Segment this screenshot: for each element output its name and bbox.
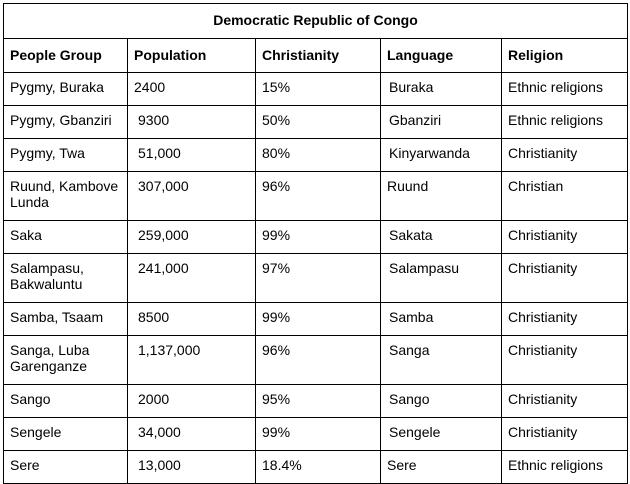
- cell-people-group: Saka: [3, 220, 128, 254]
- cell-religion: Ethnic religions: [501, 72, 628, 106]
- table-row: Sango 2000 95% Sango Christianity: [3, 384, 628, 418]
- cell-people-group: Samba, Tsaam: [3, 302, 128, 336]
- cell-people-group: Sanga, Luba Garenganze: [3, 335, 128, 385]
- cell-language: Buraka: [380, 72, 502, 106]
- table-row: Pygmy, Gbanziri 9300 50% Gbanziri Ethnic…: [3, 105, 628, 139]
- cell-population: 241,000: [127, 253, 256, 303]
- cell-language: Sere: [380, 450, 502, 484]
- cell-religion: Ethnic religions: [501, 450, 628, 484]
- cell-religion: Christianity: [501, 417, 628, 451]
- cell-religion: Christianity: [501, 302, 628, 336]
- cell-language: Sengele: [380, 417, 502, 451]
- table-row: Pygmy, Buraka 2400 15% Buraka Ethnic rel…: [3, 72, 628, 106]
- cell-population: 2400: [127, 72, 256, 106]
- cell-people-group: Pygmy, Buraka: [3, 72, 128, 106]
- cell-people-group: Pygmy, Gbanziri: [3, 105, 128, 139]
- cell-christianity: 97%: [255, 253, 381, 303]
- cell-population: 13,000: [127, 450, 256, 484]
- header-population: Population: [127, 38, 256, 73]
- table-row: Sanga, Luba Garenganze 1,137,000 96% San…: [3, 335, 628, 385]
- table-row: Salampasu, Bakwaluntu 241,000 97% Salamp…: [3, 253, 628, 303]
- cell-religion: Ethnic religions: [501, 105, 628, 139]
- cell-population: 1,137,000: [127, 335, 256, 385]
- cell-religion: Christianity: [501, 138, 628, 172]
- cell-language: Gbanziri: [380, 105, 502, 139]
- cell-language: Sango: [380, 384, 502, 418]
- cell-population: 34,000: [127, 417, 256, 451]
- header-religion: Religion: [501, 38, 628, 73]
- cell-language: Sakata: [380, 220, 502, 254]
- cell-christianity: 95%: [255, 384, 381, 418]
- cell-people-group: Ruund, Kambove Lunda: [3, 171, 128, 221]
- header-people-group: People Group: [3, 38, 128, 73]
- table-row: Samba, Tsaam 8500 99% Samba Christianity: [3, 302, 628, 336]
- table-row: Sengele 34,000 99% Sengele Christianity: [3, 417, 628, 451]
- cell-population: 51,000: [127, 138, 256, 172]
- cell-religion: Christianity: [501, 384, 628, 418]
- cell-language: Sanga: [380, 335, 502, 385]
- cell-christianity: 99%: [255, 220, 381, 254]
- cell-christianity: 80%: [255, 138, 381, 172]
- cell-christianity: 50%: [255, 105, 381, 139]
- cell-people-group: Sere: [3, 450, 128, 484]
- cell-people-group: Salampasu, Bakwaluntu: [3, 253, 128, 303]
- cell-population: 2000: [127, 384, 256, 418]
- people-groups-table: Democratic Republic of Congo People Grou…: [3, 3, 628, 484]
- cell-population: 307,000: [127, 171, 256, 221]
- cell-population: 8500: [127, 302, 256, 336]
- cell-christianity: 99%: [255, 302, 381, 336]
- header-language: Language: [380, 38, 502, 73]
- header-christianity: Christianity: [255, 38, 381, 73]
- cell-people-group: Sengele: [3, 417, 128, 451]
- cell-people-group: Pygmy, Twa: [3, 138, 128, 172]
- cell-language: Ruund: [380, 171, 502, 221]
- cell-population: 259,000: [127, 220, 256, 254]
- cell-christianity: 96%: [255, 335, 381, 385]
- cell-christianity: 15%: [255, 72, 381, 106]
- cell-language: Kinyarwanda: [380, 138, 502, 172]
- cell-christianity: 18.4%: [255, 450, 381, 484]
- header-row: People Group Population Christianity Lan…: [3, 38, 628, 73]
- cell-religion: Christianity: [501, 220, 628, 254]
- cell-christianity: 99%: [255, 417, 381, 451]
- cell-population: 9300: [127, 105, 256, 139]
- table-title: Democratic Republic of Congo: [3, 3, 628, 39]
- table-row: Pygmy, Twa 51,000 80% Kinyarwanda Christ…: [3, 138, 628, 172]
- table-row: Ruund, Kambove Lunda 307,000 96% Ruund C…: [3, 171, 628, 221]
- cell-language: Samba: [380, 302, 502, 336]
- cell-religion: Christianity: [501, 335, 628, 385]
- cell-christianity: 96%: [255, 171, 381, 221]
- table-row: Saka 259,000 99% Sakata Christianity: [3, 220, 628, 254]
- cell-religion: Christian: [501, 171, 628, 221]
- cell-people-group: Sango: [3, 384, 128, 418]
- cell-language: Salampasu: [380, 253, 502, 303]
- cell-religion: Christianity: [501, 253, 628, 303]
- table-row: Sere 13,000 18.4% Sere Ethnic religions: [3, 450, 628, 484]
